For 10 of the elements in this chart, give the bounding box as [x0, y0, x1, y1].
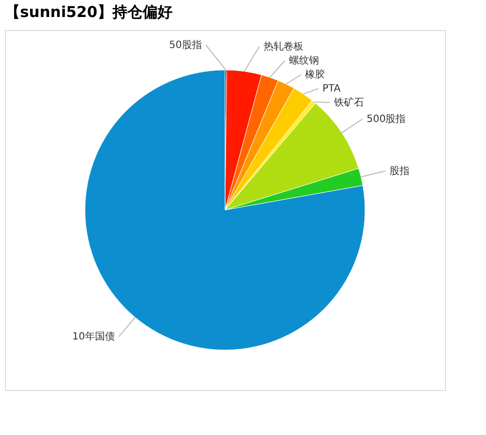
slice-label: 50股指 — [169, 39, 202, 52]
slice-label: 螺纹钢 — [288, 54, 319, 67]
slice-label: PTA — [322, 84, 341, 95]
slice-label: 10年国债 — [72, 330, 116, 342]
slice-label: 500股指 — [366, 112, 406, 125]
slice-label: 铁矿石 — [332, 96, 364, 109]
chart-title: 【sunni520】持仓偏好 — [5, 3, 172, 21]
slice-label: 股指 — [389, 164, 410, 177]
slice-label: 橡胶 — [305, 68, 326, 81]
slice-label: 热轧卷板 — [263, 40, 304, 53]
